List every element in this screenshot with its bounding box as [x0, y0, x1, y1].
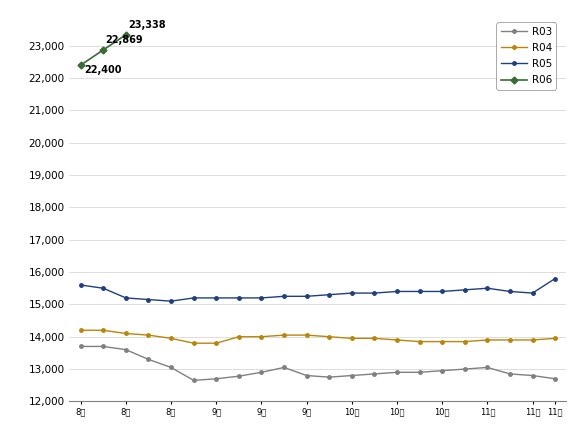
- R04: [235, 334, 242, 339]
- R04: [506, 337, 513, 343]
- R03: [168, 365, 175, 370]
- R03: [303, 373, 310, 378]
- R04: [529, 337, 536, 343]
- R04: [77, 328, 84, 333]
- R04: [123, 331, 129, 336]
- R04: [349, 336, 355, 341]
- R03: [394, 370, 401, 375]
- R05: [123, 295, 129, 301]
- R04: [326, 334, 333, 339]
- R05: [213, 295, 220, 301]
- R05: [439, 289, 446, 294]
- R04: [303, 332, 310, 338]
- R05: [484, 285, 491, 291]
- R04: [371, 336, 378, 341]
- R03: [145, 357, 152, 362]
- R03: [280, 365, 287, 370]
- R05: [371, 290, 378, 296]
- R06: [100, 47, 107, 53]
- R05: [394, 289, 401, 294]
- R04: [190, 341, 197, 346]
- R03: [529, 373, 536, 378]
- R05: [326, 292, 333, 297]
- R03: [77, 344, 84, 349]
- R05: [77, 282, 84, 288]
- R03: [100, 344, 107, 349]
- R03: [439, 368, 446, 373]
- Text: 22,400: 22,400: [84, 65, 121, 75]
- R04: [416, 339, 423, 344]
- R05: [303, 293, 310, 299]
- R04: [551, 336, 558, 341]
- R05: [349, 290, 355, 296]
- Line: R06: R06: [78, 33, 128, 67]
- R05: [168, 298, 175, 304]
- R03: [235, 373, 242, 379]
- R03: [506, 371, 513, 376]
- R04: [484, 337, 491, 343]
- Line: R03: R03: [79, 345, 557, 382]
- R05: [190, 295, 197, 301]
- R04: [439, 339, 446, 344]
- R04: [100, 328, 107, 333]
- R04: [280, 332, 287, 338]
- Legend: R03, R04, R05, R06: R03, R04, R05, R06: [497, 22, 556, 90]
- R05: [258, 295, 265, 301]
- Text: 23,338: 23,338: [128, 20, 166, 30]
- Text: 22,869: 22,869: [106, 35, 143, 45]
- R05: [461, 287, 468, 293]
- Line: R04: R04: [79, 329, 557, 345]
- R05: [506, 289, 513, 294]
- R05: [551, 276, 558, 281]
- R03: [326, 375, 333, 380]
- R03: [551, 376, 558, 381]
- R03: [349, 373, 355, 378]
- R04: [258, 334, 265, 339]
- R05: [145, 297, 152, 302]
- R05: [100, 285, 107, 291]
- R03: [258, 370, 265, 375]
- R05: [280, 293, 287, 299]
- Line: R05: R05: [79, 277, 557, 303]
- R06: [77, 62, 84, 68]
- R04: [213, 341, 220, 346]
- R05: [529, 290, 536, 296]
- R03: [213, 376, 220, 381]
- R03: [123, 347, 129, 352]
- R06: [123, 32, 129, 37]
- R05: [416, 289, 423, 294]
- R03: [371, 371, 378, 376]
- R04: [145, 332, 152, 338]
- R03: [461, 367, 468, 372]
- R04: [394, 337, 401, 343]
- R04: [168, 336, 175, 341]
- R04: [461, 339, 468, 344]
- R05: [235, 295, 242, 301]
- R03: [190, 378, 197, 383]
- R03: [416, 370, 423, 375]
- R03: [484, 365, 491, 370]
